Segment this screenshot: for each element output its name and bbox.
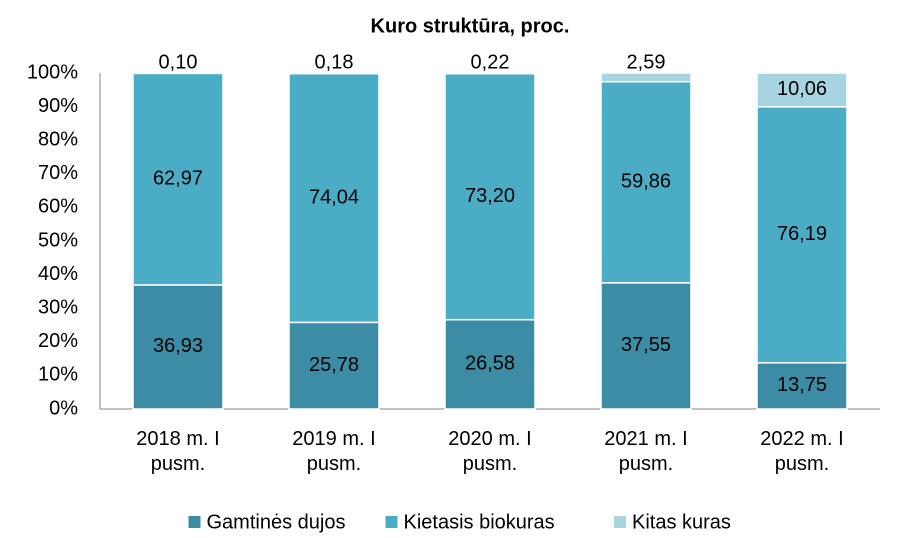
data-label: 73,20: [465, 185, 515, 207]
data-label: 0,18: [315, 51, 354, 73]
legend-label: Gamtinės dujos: [207, 511, 346, 533]
data-label: 0,10: [159, 51, 198, 73]
y-tick-label: 50%: [38, 229, 78, 251]
bar-segment: [132, 284, 224, 410]
data-label: 76,19: [777, 223, 827, 245]
legend-label: Kietasis biokuras: [404, 511, 555, 533]
bar-segment: [756, 106, 848, 364]
x-tick-label: 2018 m. I pusm.: [136, 428, 220, 475]
y-tick-label: 60%: [38, 196, 78, 218]
data-label: 10,06: [777, 78, 827, 100]
legend-label: Kitas kuras: [632, 511, 731, 533]
bar-segment: [600, 72, 692, 83]
data-label: 13,75: [777, 374, 827, 396]
data-label: 62,97: [153, 167, 203, 189]
bar-segment: [288, 72, 380, 324]
bar-segment: [444, 72, 536, 321]
bar-segment: [288, 321, 380, 410]
bar-segment: [444, 72, 536, 75]
x-tick-label: 2021 m. I pusm.: [604, 428, 688, 475]
bar-segment: [600, 282, 692, 410]
bar-segment: [132, 72, 224, 286]
chart-title: Kuro struktūra, proc.: [371, 15, 570, 37]
legend-swatch: [614, 516, 626, 528]
bar-segment: [444, 318, 536, 410]
data-label: 26,58: [465, 353, 515, 375]
data-label: 0,22: [471, 51, 510, 73]
y-tick-label: 40%: [38, 263, 78, 285]
y-tick-label: 80%: [38, 128, 78, 150]
x-tick-label: 2022 m. I pusm.: [760, 428, 844, 475]
bar-segment: [288, 72, 380, 75]
data-label: 74,04: [309, 186, 359, 208]
data-label: 2,59: [627, 51, 666, 73]
data-label: 37,55: [621, 334, 671, 356]
y-tick-label: 90%: [38, 95, 78, 117]
y-tick-label: 0%: [49, 397, 78, 419]
x-tick-label: 2019 m. I pusm.: [292, 428, 376, 475]
data-label: 25,78: [309, 354, 359, 376]
y-tick-label: 70%: [38, 162, 78, 184]
data-label: 36,93: [153, 335, 203, 357]
legend-swatch: [188, 516, 201, 528]
y-tick-label: 30%: [38, 296, 78, 318]
bar-segment: [756, 72, 848, 108]
y-tick-label: 100%: [27, 61, 78, 83]
y-tick-label: 10%: [38, 364, 78, 386]
bar-segment: [756, 362, 848, 410]
bar-segment: [600, 80, 692, 284]
y-tick-label: 20%: [38, 330, 78, 352]
x-tick-label: 2020 m. I pusm.: [448, 428, 532, 475]
data-label: 59,86: [621, 171, 671, 193]
legend-swatch: [385, 516, 398, 528]
